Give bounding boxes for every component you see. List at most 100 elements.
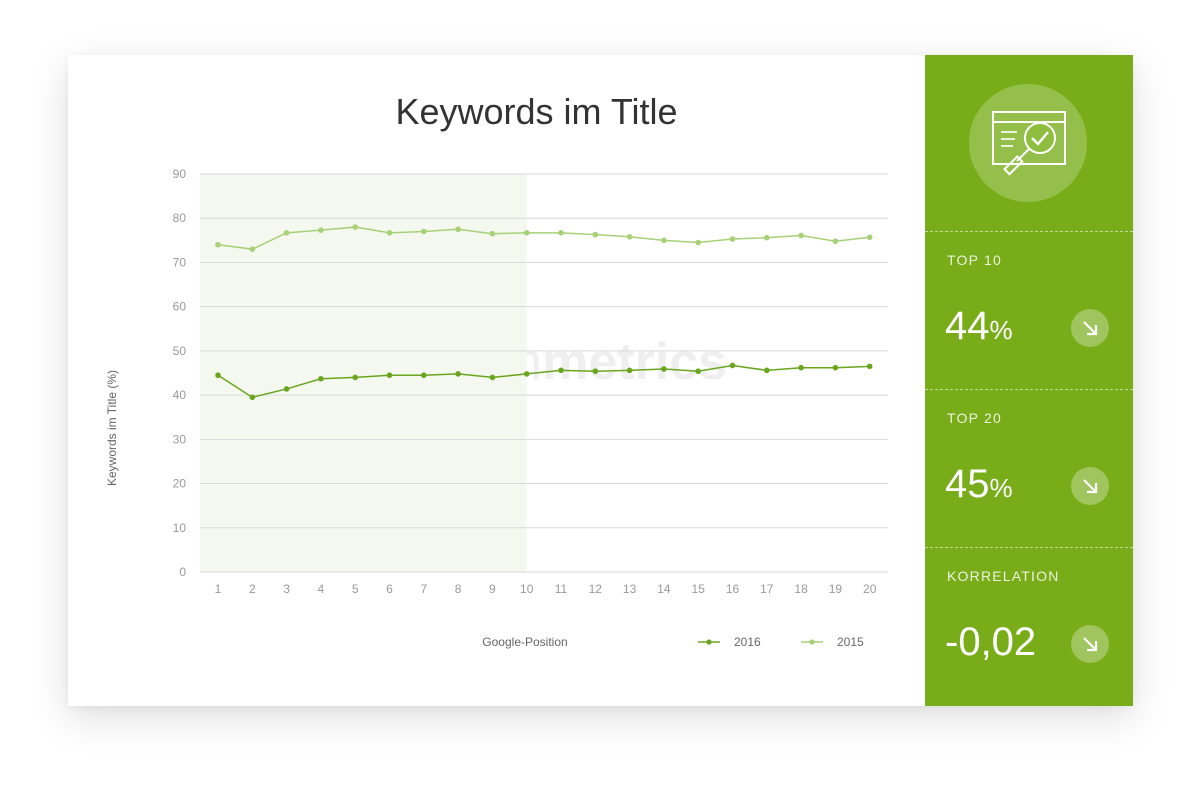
top10-highlight-band: [200, 174, 527, 572]
data-point-2015: [421, 228, 427, 235]
x-tick-label: 7: [420, 582, 427, 596]
x-tick-label: 6: [386, 582, 393, 596]
x-tick-label: 2: [249, 582, 256, 596]
stat-label: TOP 20: [947, 410, 1002, 426]
legend-label-2015: 2015: [837, 635, 864, 649]
legend-marker-2016: [706, 639, 712, 645]
data-point-2016: [592, 368, 599, 375]
data-point-2015: [695, 239, 701, 246]
x-tick-label: 9: [489, 582, 496, 596]
y-tick-label: 90: [173, 167, 187, 181]
y-axis-label: Keywords im Title (%): [105, 370, 119, 486]
data-point-2016: [695, 368, 701, 375]
data-point-2015: [283, 230, 290, 236]
y-tick-label: 30: [173, 432, 187, 446]
divider: [925, 389, 1133, 390]
stat-label: TOP 10: [947, 252, 1002, 268]
magnifier-checkmark-icon: [969, 84, 1087, 202]
stats-sidebar: TOP 10 44% TOP 20 45% KORRELATION -0,02: [925, 55, 1133, 706]
data-point-2015: [866, 234, 873, 241]
series-line-2016: [217, 364, 870, 399]
data-point-2015: [215, 241, 221, 248]
x-tick-label: 17: [760, 582, 774, 596]
data-point-2016: [798, 364, 804, 371]
y-tick-label: 60: [173, 300, 187, 314]
data-point-2015: [558, 230, 564, 236]
x-tick-label: 10: [520, 582, 534, 596]
x-tick-label: 1: [215, 582, 222, 596]
data-point-2016: [626, 367, 633, 374]
series-line-2015: [217, 226, 870, 250]
x-tick-label: 8: [455, 582, 462, 596]
divider: [925, 231, 1133, 232]
x-tick-label: 3: [283, 582, 290, 596]
data-point-2015: [764, 234, 770, 241]
legend: 2016 2015: [698, 635, 864, 649]
data-point-2016: [489, 374, 496, 381]
legend-label-2016: 2016: [734, 635, 761, 649]
data-point-2016: [421, 372, 427, 379]
stat-label: KORRELATION: [947, 568, 1060, 584]
data-point-2016: [523, 371, 530, 377]
y-tick-label: 80: [173, 211, 187, 225]
x-tick-label: 16: [726, 582, 740, 596]
x-tick-label: 4: [318, 582, 325, 596]
arrow-down-right-icon[interactable]: [1071, 309, 1109, 347]
data-point-2016: [866, 363, 873, 370]
data-point-2015: [592, 231, 599, 238]
data-point-2016: [729, 362, 736, 369]
y-tick-label: 40: [173, 388, 187, 402]
y-tick-label: 20: [173, 477, 187, 491]
data-point-2015: [523, 230, 530, 236]
stat-value: 44%: [945, 304, 1013, 348]
x-tick-label: 18: [794, 582, 808, 596]
data-point-2015: [489, 230, 496, 237]
data-point-2015: [729, 236, 736, 242]
legend-marker-2015: [809, 639, 815, 645]
x-tick-label: 14: [657, 582, 671, 596]
x-tick-label: 11: [555, 582, 568, 596]
stat-top20: TOP 20 45%: [925, 389, 1133, 546]
data-point-2016: [558, 367, 564, 374]
x-tick-label: 19: [829, 582, 843, 596]
data-point-2015: [626, 233, 633, 240]
data-point-2015: [455, 226, 461, 233]
divider: [925, 547, 1133, 548]
chart-card: searchmetrics 01020304050607080901234567…: [68, 55, 1133, 706]
data-point-2015: [249, 246, 256, 252]
data-point-2016: [215, 372, 221, 379]
data-point-2016: [386, 372, 393, 379]
x-tick-label: 12: [589, 582, 603, 596]
data-point-2015: [386, 230, 393, 236]
x-tick-label: 20: [863, 582, 877, 596]
watermark-text-bold: metrics: [542, 333, 727, 391]
stat-top10: TOP 10 44%: [925, 231, 1133, 388]
data-point-2015: [832, 238, 839, 245]
y-tick-label: 50: [173, 344, 187, 358]
x-tick-label: 5: [352, 582, 359, 596]
chart-panel: searchmetrics 01020304050607080901234567…: [68, 55, 925, 706]
x-axis-label: Google-Position: [482, 635, 567, 649]
data-point-2016: [283, 386, 290, 392]
arrow-down-right-icon[interactable]: [1071, 625, 1109, 663]
x-tick-label: 13: [623, 582, 637, 596]
data-point-2016: [832, 364, 839, 371]
stat-value: -0,02: [945, 620, 1037, 664]
data-point-2015: [318, 227, 324, 233]
arrow-down-right-icon[interactable]: [1071, 467, 1109, 505]
chart-title: Keywords im Title: [395, 91, 678, 132]
data-point-2016: [318, 375, 324, 382]
stat-korrelation: KORRELATION -0,02: [925, 547, 1133, 704]
data-point-2016: [249, 394, 256, 401]
data-point-2016: [661, 366, 667, 372]
y-tick-label: 0: [179, 565, 186, 579]
y-tick-label: 70: [173, 255, 187, 269]
data-point-2015: [352, 224, 359, 230]
stat-value: 45%: [945, 462, 1013, 506]
data-point-2016: [764, 367, 770, 374]
data-point-2016: [352, 374, 359, 381]
data-point-2015: [661, 237, 667, 244]
data-point-2015: [798, 232, 804, 239]
y-tick-label: 10: [173, 521, 187, 535]
line-chart: searchmetrics 01020304050607080901234567…: [105, 167, 888, 649]
